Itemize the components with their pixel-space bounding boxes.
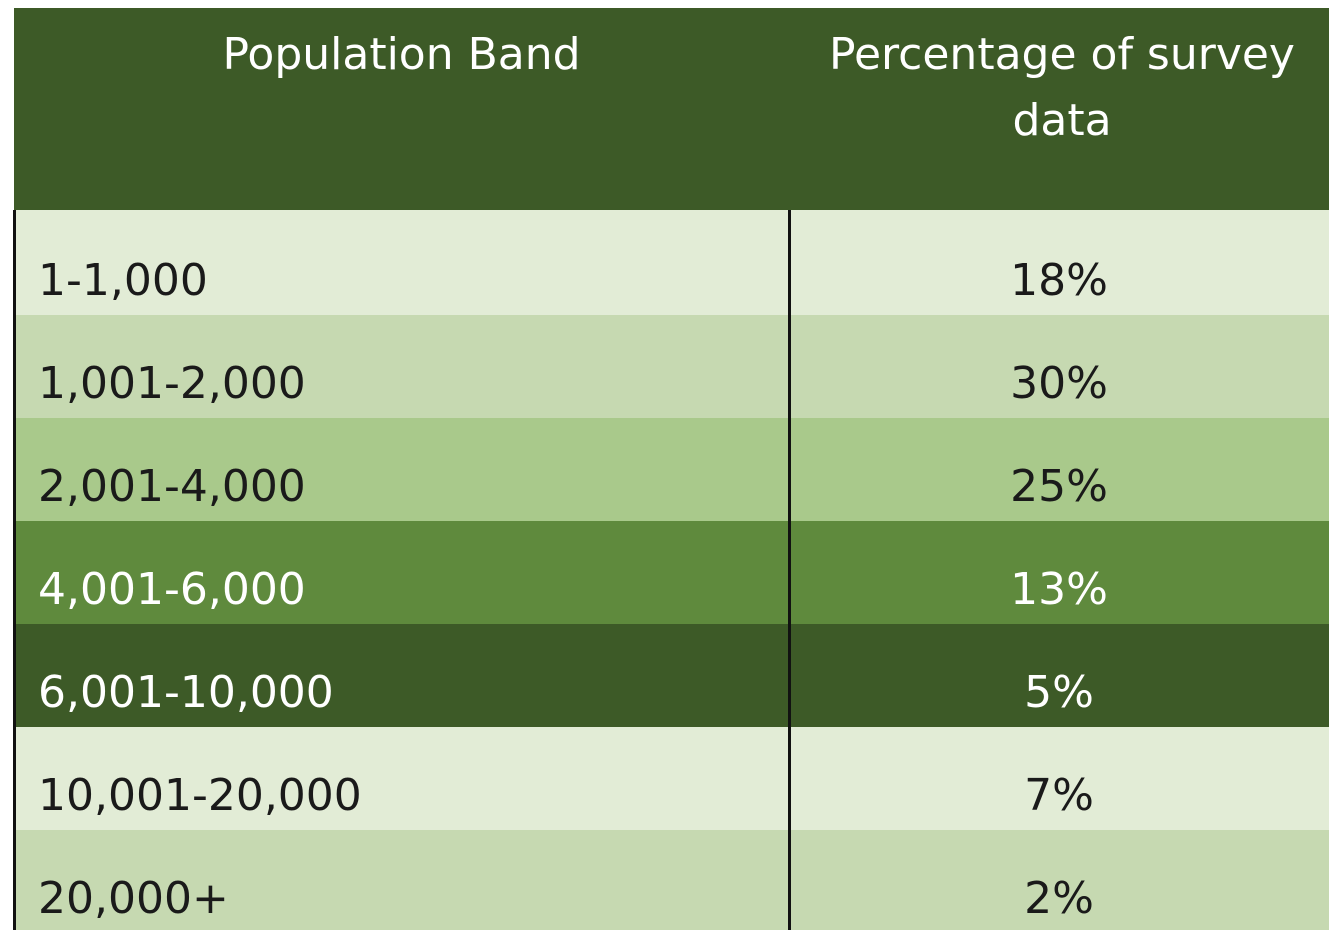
table-cell: 18% <box>1010 255 1108 306</box>
table-cell: 10,001-20,000 <box>38 770 362 821</box>
table-row: 10,001-20,000 7% <box>14 727 1329 830</box>
table-row: 1,001-2,000 30% <box>14 315 1329 418</box>
table-header: Population Band Percentage of survey dat… <box>14 8 1329 210</box>
table-cell: 2% <box>1024 873 1094 924</box>
table-cell: 5% <box>1024 667 1094 718</box>
table-cell: 4,001-6,000 <box>38 564 306 615</box>
table-cell: 6,001-10,000 <box>38 667 334 718</box>
table-cell: 2,001-4,000 <box>38 461 306 512</box>
table-row: 20,000+ 2% <box>14 830 1329 930</box>
column-divider <box>788 210 791 930</box>
table-row: 4,001-6,000 13% <box>14 521 1329 624</box>
table-row: 1-1,000 18% <box>14 210 1329 315</box>
table-row: 6,001-10,000 5% <box>14 624 1329 727</box>
table-row: 2,001-4,000 25% <box>14 418 1329 521</box>
header-cell: Percentage of survey data <box>829 29 1295 146</box>
table-cell: 25% <box>1010 461 1108 512</box>
table-cell: 1-1,000 <box>38 255 208 306</box>
header-cell: Population Band <box>222 29 581 80</box>
left-border <box>13 210 16 930</box>
table-cell: 7% <box>1024 770 1094 821</box>
table-cell: 1,001-2,000 <box>38 358 306 409</box>
table-cell: 13% <box>1010 564 1108 615</box>
table-cell: 30% <box>1010 358 1108 409</box>
table-cell: 20,000+ <box>38 873 229 924</box>
